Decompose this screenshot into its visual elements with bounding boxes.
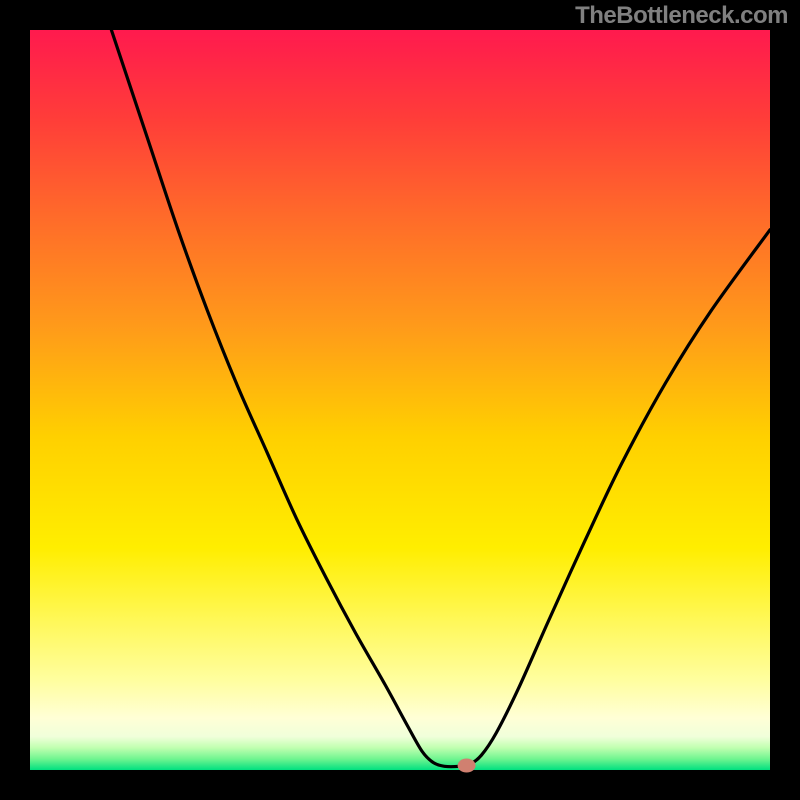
- watermark-text: TheBottleneck.com: [575, 2, 788, 30]
- plot-background: [30, 30, 770, 770]
- optimal-marker: [458, 759, 476, 773]
- bottleneck-chart: [0, 0, 800, 800]
- chart-container: TheBottleneck.com: [0, 0, 800, 800]
